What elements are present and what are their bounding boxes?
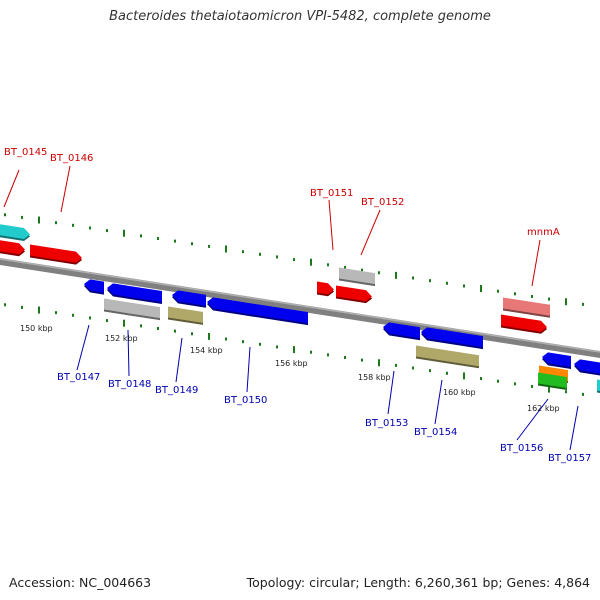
gene-features [0,224,600,394]
gene-label-bt0147[interactable]: BT_0147 [57,372,100,383]
gene-edge-cyan[interactable] [597,379,600,394]
gene-mnma-pink[interactable] [503,297,550,318]
gene-bt0153[interactable] [383,322,420,341]
kbp-label: 162 kbp [527,404,560,413]
gene-bt0149-khaki[interactable] [168,306,203,325]
kbp-label: 152 kbp [105,334,138,343]
gene-bt0148-grey[interactable] [104,298,160,321]
gene-label-mnma[interactable]: mnmA [527,227,560,238]
callout-line [3,169,20,208]
gene-bt0157[interactable] [574,359,600,376]
gene-red-c[interactable] [501,314,547,334]
accession-text: Accession: NC_004663 [9,575,152,590]
callout-line [387,370,395,415]
callout-line [127,329,130,377]
gene-bt0156-blue[interactable] [542,352,571,369]
gene-label-bt0152[interactable]: BT_0152 [361,197,404,208]
gene-label-bt0148[interactable]: BT_0148 [108,379,151,390]
gene-red-b[interactable] [317,281,334,297]
label-callouts [3,165,579,451]
backbone-highlight [0,258,600,353]
gene-bt0154-khaki[interactable] [416,345,479,369]
gene-bt0154-blue[interactable] [421,327,483,350]
tick-marks [4,213,584,396]
callout-line [60,165,71,213]
gene-label-bt0145[interactable]: BT_0145 [4,147,47,158]
map-title: Bacteroides thetaiotaomicron VPI-5482, c… [109,9,491,24]
callout-line [76,324,90,371]
gene-bt0147[interactable] [84,279,104,295]
gene-red-a[interactable] [0,240,25,257]
callout-line [516,398,549,441]
callout-line [175,337,183,383]
callout-line [569,405,579,451]
gene-label-bt0154[interactable]: BT_0154 [414,427,457,438]
callout-line [531,239,541,287]
callout-line [328,199,334,251]
gene-label-bt0151[interactable]: BT_0151 [310,188,353,199]
gene-bt0156-green[interactable] [538,372,567,390]
gene-label-bt0150[interactable]: BT_0150 [224,395,267,406]
gene-bt0150[interactable] [207,297,308,326]
gene-bt0152[interactable] [336,285,372,304]
callout-line [246,346,251,393]
gene-bt0148-blue[interactable] [107,283,162,305]
gene-label-bt0153[interactable]: BT_0153 [365,418,408,429]
callout-line [434,379,443,425]
gene-bt0146[interactable] [30,244,82,265]
gene-bt0149-blue[interactable] [172,290,206,308]
genome-info-text: Topology: circular; Length: 6,260,361 bp… [246,575,590,590]
kbp-label: 156 kbp [275,359,308,368]
gene-bt0145-cyan[interactable] [0,224,30,241]
callout-line [360,209,381,256]
kbp-label: 150 kbp [20,324,53,333]
kbp-label: 160 kbp [443,388,476,397]
gene-label-bt0157[interactable]: BT_0157 [548,453,591,464]
gene-bt0151-grey[interactable] [339,267,375,287]
gene-label-bt0149[interactable]: BT_0149 [155,385,198,396]
gene-label-bt0146[interactable]: BT_0146 [50,153,93,164]
kbp-label: 158 kbp [358,373,391,382]
gene-label-bt0156[interactable]: BT_0156 [500,443,543,454]
kbp-label: 154 kbp [190,346,223,355]
